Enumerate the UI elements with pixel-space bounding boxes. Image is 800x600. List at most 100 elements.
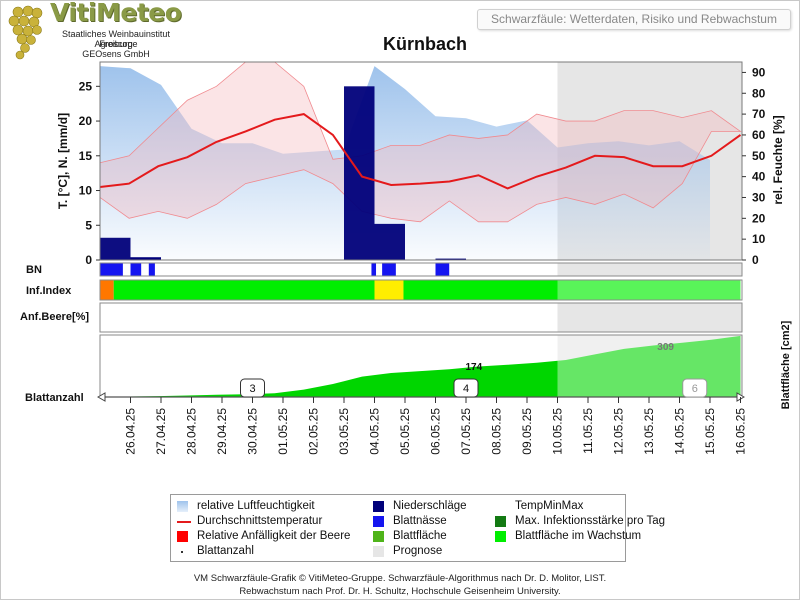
x-tick-label: 12.05.25 — [612, 408, 626, 455]
leaf-wetness-block — [130, 263, 142, 276]
x-tick-label: 03.05.25 — [337, 408, 351, 455]
legend-label: Blattfläche — [393, 530, 447, 542]
legend-label: Blattfläche im Wachstum — [515, 530, 642, 542]
page-title: Kürnbach — [382, 34, 467, 54]
legend-label: relative Luftfeuchtigkeit — [197, 500, 315, 512]
precip-bar — [374, 223, 405, 260]
left-tick-label: 20 — [79, 114, 93, 128]
leaf-area-value-label: 174 — [466, 362, 483, 373]
footer-line-2: Rebwachstum nach Prof. Dr. H. Schultz, H… — [239, 586, 561, 597]
leaf-count-label: 4 — [463, 383, 469, 395]
leaf-count-label: 3 — [249, 383, 255, 395]
x-tick-label: 04.05.25 — [368, 408, 382, 455]
x-tick-label: 14.05.25 — [673, 408, 687, 455]
x-tick-label: 11.05.25 — [581, 408, 595, 454]
org-line-1: Staatliches Weinbauinstitut Freiburg — [62, 29, 170, 49]
chart-legend: relative Luftfeuchtigkeit Niederschläge Te… — [170, 494, 665, 562]
leaf-wetness-block — [148, 263, 155, 276]
org-line-2: Agroscope — [94, 39, 138, 49]
right-tick-label: 80 — [752, 86, 766, 100]
right-tick-label: 40 — [752, 170, 766, 184]
legend-label: Niederschläge — [393, 500, 467, 512]
right-tick-label: 0 — [752, 253, 759, 267]
legend-symbol — [373, 546, 384, 557]
right-tick-label: 30 — [752, 190, 766, 204]
leaf-wetness-block — [382, 263, 396, 276]
temp-mean-line — [99, 113, 742, 190]
leaf-count-arrow-left — [96, 392, 106, 402]
legend-symbol — [373, 501, 384, 512]
x-tick-label: 10.05.25 — [551, 408, 565, 455]
footer-line-1: VM Schwarzfäule-Grafik © VitiMeteo-Grupp… — [193, 573, 607, 584]
x-tick-label: 30.04.25 — [246, 408, 260, 455]
infection-index-block — [100, 280, 114, 300]
leaf-wetness-block — [435, 263, 450, 276]
humidity-area — [100, 66, 710, 260]
forecast-shading-anf — [557, 303, 742, 332]
leaf-wetness-block — [371, 263, 377, 276]
right-tick-label: 20 — [752, 211, 766, 225]
forecast-shading-bn — [557, 263, 742, 276]
legend-symbol — [373, 516, 384, 527]
subtitle-box: Schwarzfäule: Wetterdaten, Risiko und Re… — [477, 9, 791, 30]
brand-name: VitiMeteo — [50, 0, 182, 27]
right-tick-label: 60 — [752, 128, 766, 142]
left-axis-label: T. [°C], N. [mm/d] — [56, 113, 70, 209]
right-tick-label: 10 — [752, 232, 766, 246]
left-tick-label: 15 — [79, 149, 93, 163]
precip-bar — [435, 258, 466, 260]
left-tick-label: 10 — [79, 184, 93, 198]
forecast-overlay-inf — [557, 280, 742, 300]
vitimeteo-logo: VitiMeteo Staatliches Weinbauinstitut Fr… — [2, 0, 192, 64]
legend-symbol — [181, 551, 183, 553]
inf-border — [99, 279, 743, 301]
right-tick-label: 50 — [752, 149, 766, 163]
infection-index-block — [403, 280, 741, 300]
right-axis-label: rel. Feuchte [%] — [771, 115, 785, 204]
row-label-blatt: Blattanzahl — [25, 392, 84, 404]
x-tick-label: 09.05.25 — [520, 408, 534, 455]
x-tick-label: 15.05.25 — [703, 408, 717, 455]
x-tick-label: 13.05.25 — [642, 408, 656, 455]
x-tick-label: 16.05.25 — [734, 408, 748, 455]
x-tick-label: 06.05.25 — [429, 408, 443, 455]
legend-symbol — [373, 531, 384, 542]
x-tick-label: 26.04.25 — [124, 408, 138, 455]
legend-symbol — [177, 531, 188, 542]
precip-bar — [100, 237, 131, 260]
x-tick-label: 08.05.25 — [490, 408, 504, 455]
legend-label: Blattnässe — [393, 515, 447, 527]
leaf-area-forecast-label: 309 — [657, 342, 674, 353]
left-tick-label: 0 — [85, 253, 92, 267]
x-tick-label: 05.05.25 — [398, 408, 412, 455]
leaf-area-axis-label: Blattfläche [cm2] — [780, 320, 792, 409]
chart-svg: 0 5 10 15 20 25 T. [°C], N. [mm/d] 0 10 20 30 40 50 6… — [20, 61, 792, 455]
x-tick-label: 29.04.25 — [215, 408, 229, 455]
x-tick-label: 02.05.25 — [307, 408, 321, 455]
left-tick-label: 5 — [85, 218, 92, 232]
leaf-count-label: 6 — [692, 383, 698, 395]
org-line-3: GEOsens GmbH — [82, 49, 150, 59]
legend-label: Relative Anfälligkeit der Beere — [197, 530, 351, 542]
row-label-anf: Anf.Beere[%] — [20, 311, 89, 323]
infection-index-block — [113, 280, 375, 300]
legend-symbol — [177, 501, 188, 512]
left-tick-label: 25 — [79, 79, 93, 93]
legend-label: Max. Infektionsstärke pro Tag — [515, 515, 665, 527]
legend-label: Prognose — [393, 545, 443, 557]
plot-border — [99, 61, 743, 261]
temp-minmax-band — [99, 61, 742, 223]
x-tick-label: 27.04.25 — [154, 408, 168, 455]
legend-symbol — [495, 516, 506, 527]
leaf-count-marker — [682, 378, 708, 398]
row-label-inf: Inf.Index — [26, 285, 72, 297]
legend-symbol — [495, 501, 506, 512]
leaf-wetness-block — [100, 263, 123, 276]
legend-symbol — [495, 531, 506, 542]
legend-label: TempMinMax — [515, 500, 584, 512]
x-tick-label: 28.04.25 — [185, 408, 199, 455]
anf-border — [99, 302, 743, 333]
legend-symbol — [177, 521, 191, 523]
row-label-bn: BN — [26, 264, 42, 276]
legend-label: Blattanzahl — [197, 545, 254, 557]
